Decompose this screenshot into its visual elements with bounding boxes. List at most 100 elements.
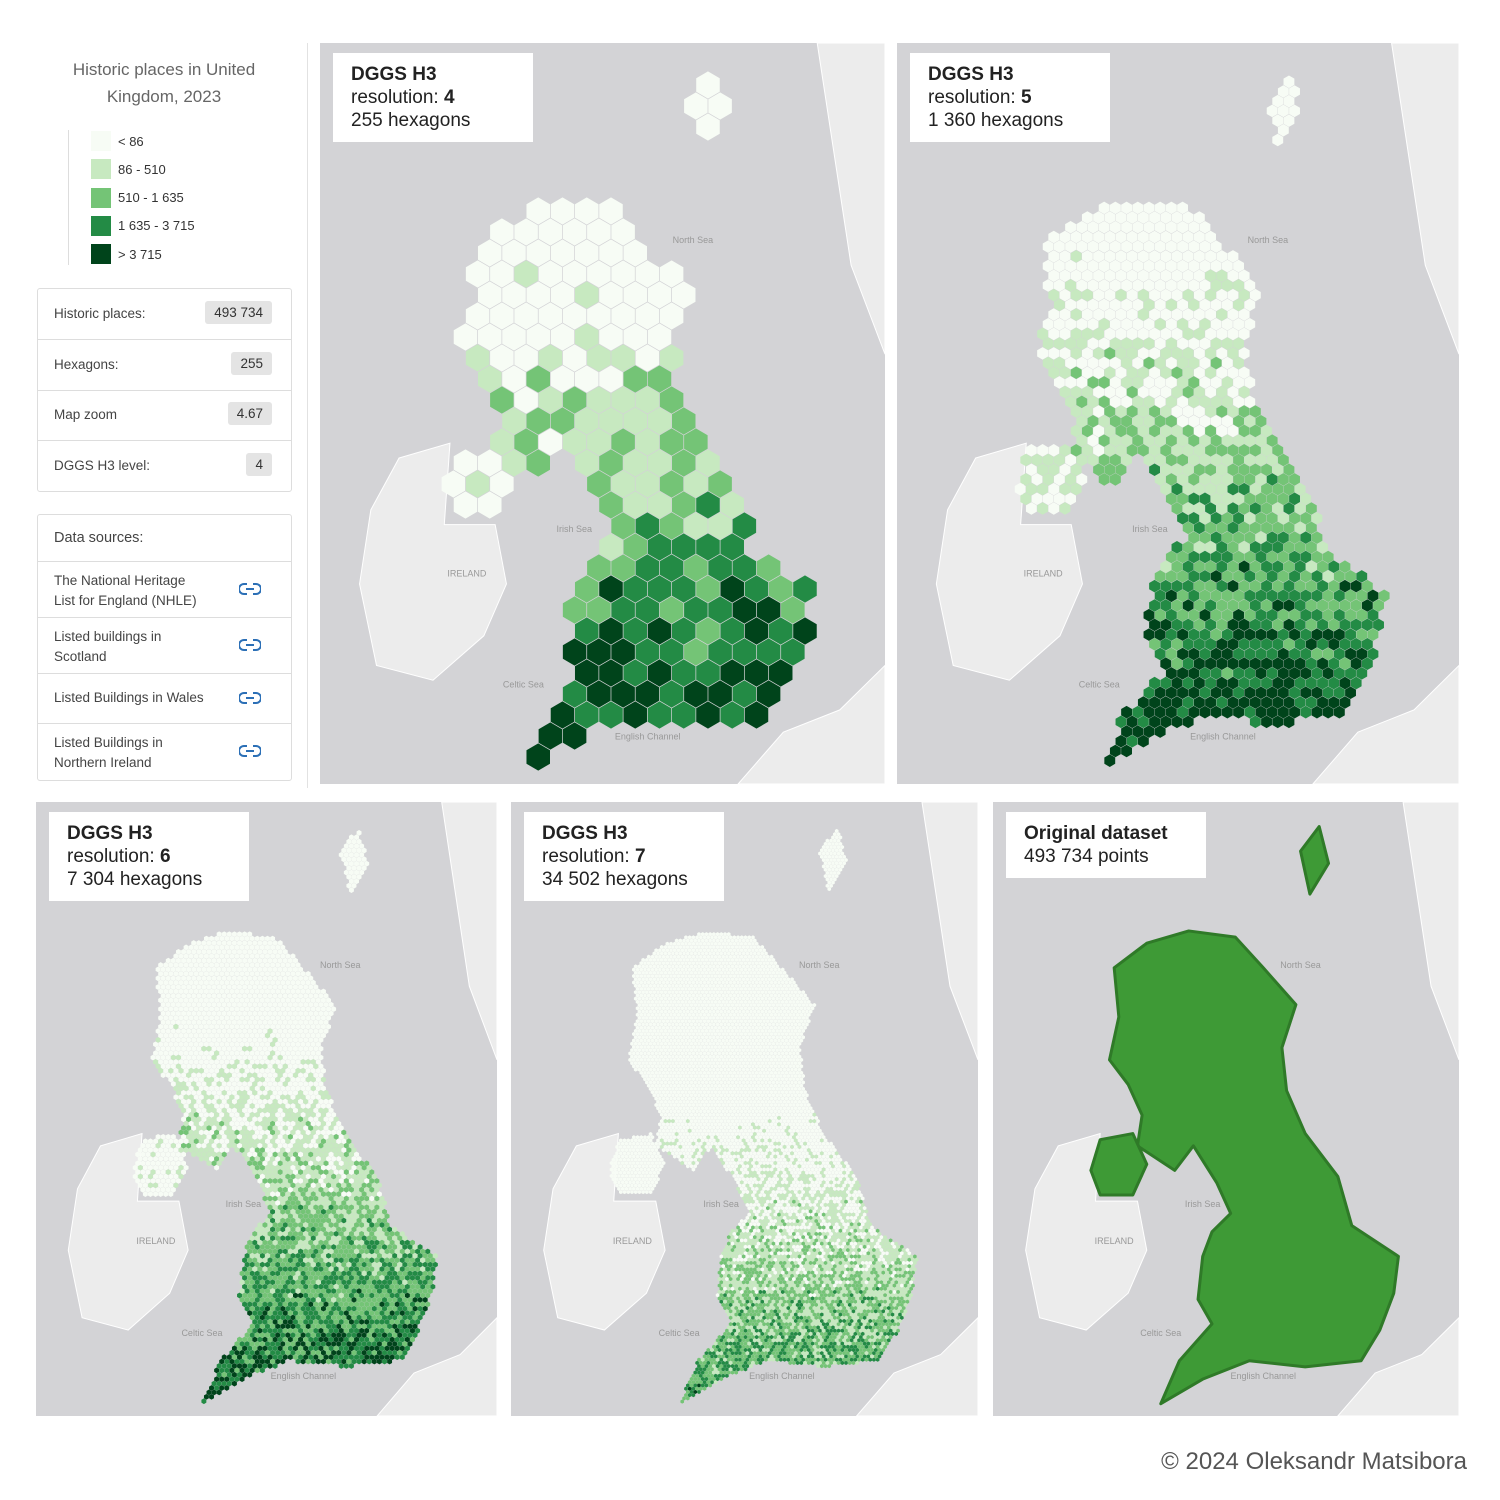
hexagon [611,218,635,246]
hexagon [392,1288,398,1294]
hexagon [323,1327,329,1334]
hexagon [756,596,781,624]
hexagon [320,1226,326,1233]
hexagon [318,1028,324,1034]
hexagon [1154,337,1166,350]
hexagon [239,970,245,977]
hexagon [361,1279,367,1286]
hexagon [313,1195,319,1202]
hexagon [282,984,288,990]
land [921,802,978,1061]
info-resolution: resolution: 6 [67,845,231,868]
hexagon [295,1085,301,1092]
hexagon [1165,434,1177,447]
hexagon [203,1120,209,1127]
info-title: DGGS H3 [928,64,1014,85]
hexagon [277,948,283,955]
hexagon [160,1063,166,1070]
hexagon [417,1252,423,1259]
hexagon [1177,317,1188,331]
hexagon [333,1178,339,1184]
hexagon [249,1323,255,1330]
hexagon [295,979,301,986]
hexagon [394,1257,400,1264]
hexagon [320,1279,326,1286]
hexagon [239,1059,245,1065]
hexagon [313,1151,319,1158]
hexagon [1210,279,1222,292]
hexagon [728,954,733,959]
hexagon [1115,385,1127,399]
hexagon [282,1310,288,1316]
hexagon [310,1164,316,1171]
hexagon [165,975,171,982]
hexagon [1238,521,1250,535]
hexagon [1210,356,1222,370]
hexagon [135,1169,141,1175]
hexagon [280,1085,286,1092]
hexagon [1221,395,1233,409]
hexagon [402,1305,408,1312]
hexagon [1216,541,1228,554]
hexagon [229,1050,235,1056]
hexagon [1160,579,1172,593]
hexagon [186,1019,192,1026]
hexagon [366,1208,372,1215]
hexagon [247,1160,253,1167]
hexagon [831,861,835,866]
hexagon [645,957,649,963]
info-title: DGGS H3 [67,823,153,844]
hexagon [318,1301,324,1308]
hexagon [211,1054,217,1061]
hexagon [725,935,729,940]
hexagon [308,1222,314,1228]
hexagon [313,1125,319,1131]
hexagon [1227,327,1239,341]
hexagon [310,1076,316,1083]
hexagon [623,323,647,351]
hexagon [287,993,293,999]
hexagon [699,935,703,940]
hexagon [257,1019,263,1026]
hexagon [219,1138,225,1145]
hexagon [305,1156,311,1162]
link-icon[interactable] [239,638,261,652]
hexagon [656,964,660,969]
hexagon [384,1319,390,1325]
hexagon [336,1323,342,1330]
hexagon [231,1028,237,1034]
hexagon [392,1349,398,1356]
link-icon[interactable] [239,744,261,758]
hexagon [295,1111,301,1118]
hexagon [1350,618,1362,632]
hexagon [193,1085,199,1092]
hexagon [1322,550,1334,564]
hexagon [231,993,237,999]
hexagon [1199,531,1211,544]
hexagon [216,940,222,946]
hexagon [706,941,711,946]
hexagon [766,967,770,972]
hexagon [599,659,623,687]
hexagon [315,1182,321,1189]
hexagon [247,1301,253,1308]
hexagon [186,1081,192,1087]
hexagon [1126,250,1138,263]
hexagon [178,997,184,1004]
hexagon [244,1244,250,1250]
hexagon [186,1142,192,1149]
source-name: Listed buildings in Scotland [54,629,162,664]
hexagon [305,1120,311,1127]
hexagon [219,944,225,951]
hexagon [1300,589,1312,603]
hexagon [298,1336,304,1343]
link-icon[interactable] [239,691,261,705]
hexagon [1244,589,1256,603]
hexagon [1193,211,1205,224]
hexagon [280,1173,286,1180]
hexagon [150,1169,156,1175]
hexagon [1137,230,1149,244]
hexagon [257,1239,263,1246]
hexagon [234,1147,240,1153]
link-icon[interactable] [239,582,261,596]
